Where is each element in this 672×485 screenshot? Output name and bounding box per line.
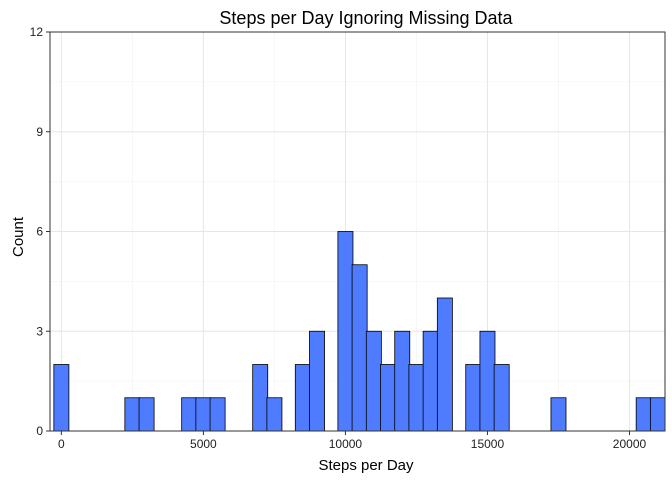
histogram-bar: [309, 330, 325, 432]
histogram-bar: [479, 330, 496, 432]
histogram-bar: [436, 297, 453, 432]
x-tick-label: 20000: [613, 437, 647, 451]
histogram-bar: [138, 397, 155, 432]
histogram-bar: [266, 397, 283, 432]
y-tick-label: 3: [36, 324, 43, 338]
chart-title: Steps per Day Ignoring Missing Data: [219, 8, 513, 28]
histogram-bar: [493, 364, 510, 432]
histogram-bar: [351, 264, 368, 432]
histogram-bars: [53, 231, 666, 432]
histogram-bar: [394, 330, 411, 432]
y-axis-label: Count: [10, 216, 27, 257]
histogram-bar: [181, 397, 198, 432]
x-tick-label: 0: [58, 437, 65, 451]
histogram-bar: [550, 397, 567, 432]
histogram-bar: [53, 364, 70, 432]
x-tick-label: 15000: [471, 437, 505, 451]
histogram-bar: [422, 330, 439, 432]
y-tick-label: 9: [36, 125, 43, 139]
histogram-bar: [465, 364, 482, 432]
histogram-bar: [337, 231, 354, 432]
y-axis: 0 3 6 9 12: [30, 25, 50, 438]
histogram-bar: [124, 397, 141, 432]
histogram-bar: [408, 364, 425, 432]
histogram-bar: [252, 364, 269, 432]
x-tick-label: 5000: [190, 437, 217, 451]
histogram-bar: [195, 397, 212, 432]
histogram-bar: [380, 364, 396, 432]
y-tick-label: 12: [30, 25, 44, 39]
x-tick-label: 10000: [329, 437, 363, 451]
histogram-bar: [209, 397, 226, 432]
histogram-bar: [365, 330, 382, 432]
y-tick-label: 6: [36, 225, 43, 239]
histogram-bar: [635, 397, 652, 432]
histogram-bar: [649, 397, 666, 432]
y-tick-label: 0: [36, 424, 43, 438]
x-axis: 0 5000 10000 15000 20000: [58, 431, 646, 451]
histogram-bar: [294, 364, 311, 432]
x-axis-label: Steps per Day: [318, 457, 414, 474]
